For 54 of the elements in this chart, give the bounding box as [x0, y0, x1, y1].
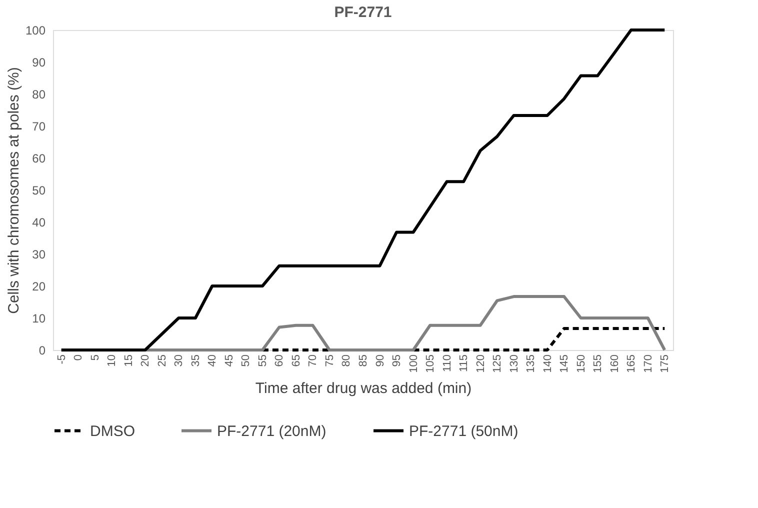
y-tick-label: 30 — [32, 248, 46, 262]
x-tick-label: 25 — [156, 354, 168, 367]
x-tick-label: 20 — [140, 354, 152, 367]
x-tick-label: 90 — [374, 354, 386, 367]
x-tick-label: 40 — [206, 354, 219, 367]
x-tick-label: 35 — [190, 354, 202, 367]
x-tick-label: 145 — [558, 354, 571, 373]
x-tick-label: 45 — [223, 354, 236, 367]
x-tick-label: 95 — [391, 354, 404, 367]
x-tick-label: 30 — [173, 354, 186, 367]
y-tick-label: 50 — [32, 184, 46, 198]
x-tick-label: 80 — [340, 354, 353, 367]
x-axis-title: Time after drug was added (min) — [255, 380, 472, 397]
x-tick-label: 160 — [608, 354, 621, 373]
chart-title: PF-2771 — [334, 4, 392, 21]
x-tick-label: 140 — [542, 354, 554, 373]
x-tick-label: 5 — [89, 354, 102, 361]
x-tick-label: 130 — [508, 354, 520, 373]
x-tick-label: 165 — [626, 354, 638, 373]
x-tick-label: 110 — [441, 354, 454, 372]
x-tick-label: 50 — [240, 354, 252, 367]
legend-label: PF-2771 (50nM) — [409, 422, 518, 440]
legend-label: PF-2771 (20nM) — [217, 422, 326, 440]
x-tick-label: 125 — [492, 354, 504, 373]
y-tick-label: 80 — [32, 88, 46, 102]
y-tick-label: 60 — [32, 152, 46, 166]
x-tick-label: 70 — [307, 354, 320, 367]
y-axis-title: Cells with chromosomes at poles (%) — [5, 67, 22, 314]
legend-label: DMSO — [90, 422, 135, 440]
x-tick-label: 75 — [324, 354, 336, 367]
y-tick-label: 100 — [25, 24, 46, 38]
line-series — [60, 28, 666, 352]
y-tick-label: 20 — [32, 280, 46, 294]
x-tick-label: 105 — [424, 354, 437, 373]
x-tick-label: 55 — [256, 354, 269, 367]
x-tick-label: 100 — [408, 354, 420, 373]
y-tick-label: 40 — [32, 216, 46, 230]
x-tick-label: 15 — [122, 354, 135, 367]
x-tick-label: 60 — [274, 354, 286, 367]
x-tick-label: 85 — [358, 354, 370, 367]
x-tick-label: 65 — [290, 354, 302, 367]
x-tick-label: 175 — [659, 354, 672, 373]
y-tick-label: 90 — [32, 56, 46, 70]
x-tick-label: 120 — [474, 354, 487, 373]
x-tick-label: 135 — [525, 354, 538, 373]
x-tick-label: 115 — [458, 354, 470, 372]
x-tick-label: 0 — [72, 354, 85, 361]
y-tick-label: 70 — [32, 120, 46, 134]
y-tick-label: 10 — [32, 312, 46, 326]
x-tick-label: -5 — [56, 354, 68, 364]
x-tick-label: 170 — [642, 354, 654, 373]
x-tick-label: 155 — [592, 354, 604, 373]
x-tick-label: 150 — [575, 354, 588, 373]
x-tick-label: 10 — [106, 354, 118, 367]
